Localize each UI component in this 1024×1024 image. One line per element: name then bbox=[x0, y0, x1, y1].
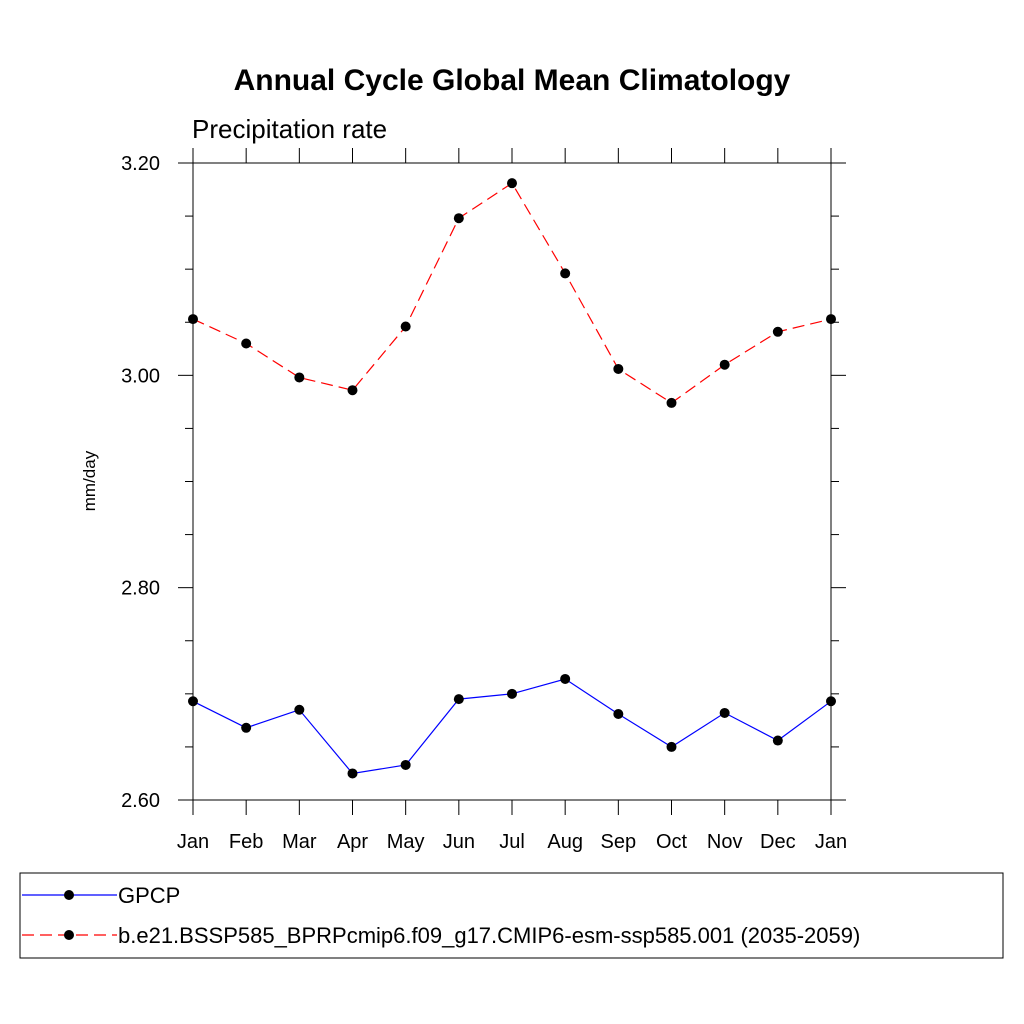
data-point bbox=[241, 338, 252, 349]
x-tick-label: May bbox=[387, 831, 425, 853]
data-point bbox=[507, 178, 517, 189]
data-point bbox=[560, 268, 571, 279]
data-point bbox=[613, 709, 624, 720]
data-point bbox=[241, 722, 252, 733]
data-point bbox=[772, 326, 783, 337]
legend-entries: GPCP b.e21.BSSP585_BPRPcmip6.f09_g17.CMIP… bbox=[22, 883, 860, 948]
data-point bbox=[719, 707, 730, 718]
series-line bbox=[192, 182, 832, 404]
data-point bbox=[560, 673, 571, 684]
x-tick-label: Jan bbox=[815, 831, 847, 853]
axis-ticks bbox=[178, 148, 846, 815]
x-tick-label: Oct bbox=[656, 831, 688, 853]
x-tick-label: Dec bbox=[760, 831, 796, 853]
data-point bbox=[507, 688, 517, 699]
data-point bbox=[826, 696, 836, 707]
data-point bbox=[719, 359, 730, 370]
tick-labels: 2.60 2.80 3.00 3.20 Jan Feb Mar Apr May Jun Jul Aug… bbox=[121, 153, 847, 853]
chart-title: Annual Cycle Global Mean Climatology bbox=[234, 64, 791, 97]
legend-box bbox=[19, 872, 1004, 959]
plot-border bbox=[192, 162, 832, 801]
data-point bbox=[347, 385, 358, 396]
y-tick-label: 2.60 bbox=[121, 790, 160, 812]
y-tick-label: 3.20 bbox=[121, 153, 160, 175]
data-point bbox=[347, 768, 358, 779]
x-tick-label: Sep bbox=[601, 831, 637, 853]
legend-marker bbox=[64, 930, 74, 940]
x-tick-label: Jan bbox=[177, 831, 209, 853]
data-point bbox=[294, 704, 305, 715]
chart-subtitle: Precipitation rate bbox=[192, 114, 387, 144]
data-point bbox=[188, 696, 198, 707]
x-tick-label: Nov bbox=[707, 831, 743, 853]
legend: GPCP b.e21.BSSP585_BPRPcmip6.f09_g17.CMIP… bbox=[19, 872, 1004, 959]
data-point bbox=[188, 314, 198, 325]
x-tick-label: Jun bbox=[443, 831, 475, 853]
data-point bbox=[400, 321, 411, 332]
y-tick-label: 3.00 bbox=[121, 365, 160, 387]
data-point bbox=[666, 741, 677, 752]
series-1 bbox=[188, 673, 836, 779]
x-tick-label: Apr bbox=[337, 831, 368, 853]
series-layer bbox=[188, 178, 836, 779]
legend-label: b.e21.BSSP585_BPRPcmip6.f09_g17.CMIP6-es… bbox=[118, 923, 860, 948]
x-tick-label: Jul bbox=[499, 831, 525, 853]
data-point bbox=[666, 397, 677, 408]
data-point bbox=[772, 735, 783, 746]
data-point bbox=[453, 694, 464, 705]
plot-frame bbox=[192, 162, 832, 801]
legend-entry-1: GPCP bbox=[22, 883, 180, 908]
x-tick-label: Aug bbox=[547, 831, 583, 853]
x-tick-label: Feb bbox=[229, 831, 263, 853]
data-point bbox=[613, 363, 624, 374]
data-point bbox=[294, 372, 305, 383]
y-axis-label: mm/day bbox=[80, 450, 99, 511]
y-tick-label: 2.80 bbox=[121, 578, 160, 600]
legend-marker bbox=[64, 890, 74, 900]
data-point bbox=[826, 314, 836, 325]
legend-label: GPCP bbox=[118, 883, 180, 908]
x-tick-label: Mar bbox=[282, 831, 317, 853]
data-point bbox=[453, 213, 464, 224]
series-2 bbox=[188, 178, 836, 408]
data-point bbox=[400, 759, 411, 770]
legend-entry-2: b.e21.BSSP585_BPRPcmip6.f09_g17.CMIP6-es… bbox=[22, 923, 860, 948]
